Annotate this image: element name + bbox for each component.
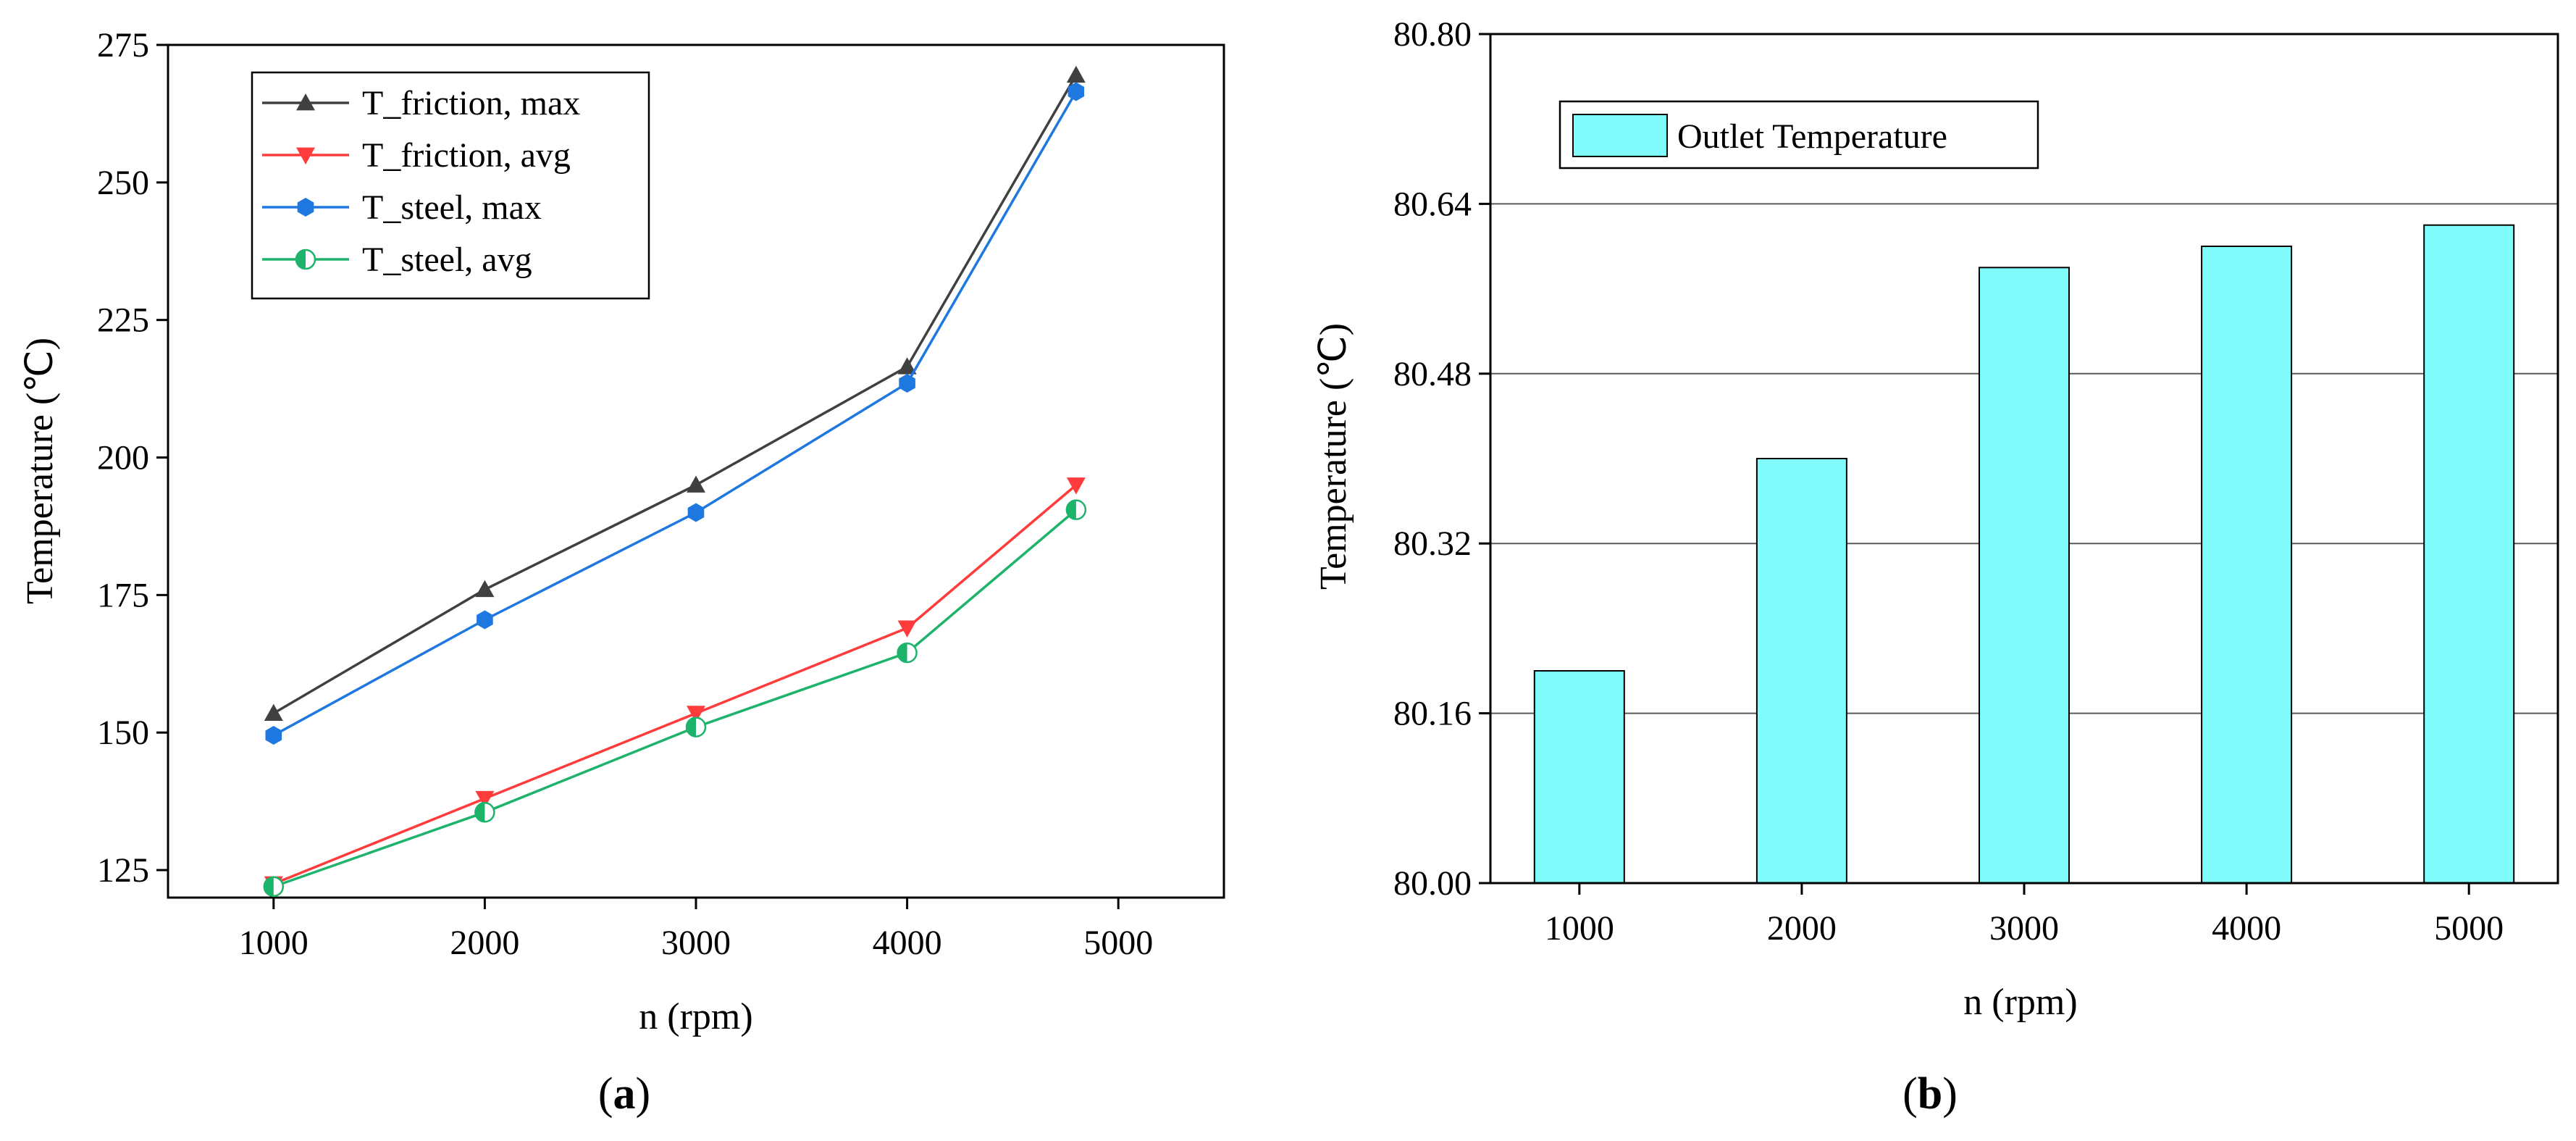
chart-a-legend: T_friction, max T_friction, avg T_steel, m… xyxy=(251,71,650,300)
chart-b-caption-letter: b xyxy=(1918,1069,1942,1119)
chart-a-data-point xyxy=(687,706,705,723)
chart-a-y-tick-label: 125 xyxy=(97,851,149,890)
chart-b-bar-0 xyxy=(1533,670,1625,884)
chart-a-y-tick-label: 275 xyxy=(97,26,149,64)
chart-a-x-tick-label: 3000 xyxy=(661,924,731,962)
chart-a-data-point xyxy=(897,620,917,638)
chart-a-x-ticks: 1000 2000 3000 4000 5000 xyxy=(239,898,1153,962)
chart-b-x-tick-label: 3000 xyxy=(1989,909,2059,948)
chart-b-bars xyxy=(1533,224,2515,884)
chart-a-legend-item-0: T_friction, max xyxy=(262,84,580,122)
chart-a-y-tick-label: 200 xyxy=(97,439,149,477)
chart-a-data-point xyxy=(1067,82,1085,101)
chart-a-legend-item-3: T_steel, avg xyxy=(262,241,532,279)
chart-a-y-ticks: 125 150 175 200 225 250 275 xyxy=(97,26,168,890)
chart-b-legend: Outlet Temperature xyxy=(1558,100,2039,170)
chart-a-y-tick-label: 175 xyxy=(97,576,149,614)
chart-a-data-point xyxy=(897,357,917,375)
chart-a-data-point xyxy=(264,703,283,722)
chart-b-y-tick-label: 80.64 xyxy=(1393,185,1472,223)
chart-b-y-tick-label: 80.80 xyxy=(1393,15,1472,54)
chart-a-series-1 xyxy=(264,477,1086,894)
chart-a-series xyxy=(263,65,1087,898)
chart-a-data-point xyxy=(899,374,915,393)
chart-b-bar-2 xyxy=(1979,267,2070,884)
chart-a-x-axis-label: n (rpm) xyxy=(639,996,752,1037)
chart-b-bar-1 xyxy=(1755,458,1847,884)
chart-a-x-tick-label: 5000 xyxy=(1083,924,1153,962)
chart-b-x-tick-label: 4000 xyxy=(2212,909,2281,948)
chart-b-caption: (b) xyxy=(1902,1069,1958,1119)
chart-a-legend-item-1: T_friction, avg xyxy=(262,136,571,175)
chart-a-series-line xyxy=(273,484,1078,885)
chart-a-x-tick-label: 4000 xyxy=(873,924,942,962)
chart-a-data-point xyxy=(477,610,493,630)
chart-b-x-axis-label: n (rpm) xyxy=(1963,982,2077,1023)
chart-a-data-point xyxy=(687,475,705,493)
chart-a-legend-marker xyxy=(295,248,316,270)
chart-a-x-tick-label: 1000 xyxy=(239,924,309,962)
chart-b-bar: 80.00 80.16 80.32 80.48 80.64 80.80 1000 2000 3… xyxy=(1313,15,2559,1119)
chart-a-legend-label: T_friction, max xyxy=(362,84,580,122)
chart-b-bar-3 xyxy=(2201,246,2293,884)
chart-b-legend-swatch xyxy=(1572,114,1668,157)
chart-a-data-point xyxy=(265,726,282,745)
chart-b-x-tick-label: 1000 xyxy=(1545,909,1614,948)
chart-b-y-tick-label: 80.48 xyxy=(1393,355,1472,393)
chart-a-series-3 xyxy=(263,499,1087,898)
chart-b-y-tick-label: 80.00 xyxy=(1393,864,1472,903)
chart-a-data-point xyxy=(1066,65,1086,83)
chart-b-bar-4 xyxy=(2423,224,2515,884)
chart-b-y-tick-label: 80.32 xyxy=(1393,524,1472,563)
chart-a-legend-label: T_friction, avg xyxy=(362,136,571,175)
chart-a-y-tick-label: 225 xyxy=(97,301,149,340)
chart-a-caption: (a) xyxy=(598,1069,650,1119)
chart-a-data-point xyxy=(475,580,495,598)
chart-b-x-tick-label: 5000 xyxy=(2434,909,2504,948)
chart-a-legend-item-2: T_steel, max xyxy=(262,188,542,227)
chart-a-series-2 xyxy=(265,82,1085,745)
chart-a-caption-letter: a xyxy=(613,1069,636,1119)
chart-a-series-0 xyxy=(264,65,1086,722)
chart-a-y-axis-label: Temperature (℃) xyxy=(20,338,61,604)
chart-b-y-tick-label: 80.16 xyxy=(1393,695,1472,733)
chart-a-x-tick-label: 2000 xyxy=(450,924,519,962)
chart-a-y-tick-label: 150 xyxy=(97,714,149,752)
chart-a-line: 125 150 175 200 225 250 275 1000 2000 3000 4000 50… xyxy=(20,26,1225,1119)
chart-a-legend-label: T_steel, avg xyxy=(362,241,532,279)
chart-b-x-tick-label: 2000 xyxy=(1767,909,1837,948)
chart-a-data-point xyxy=(263,876,285,898)
chart-a-data-point xyxy=(1066,477,1086,495)
chart-a-data-point xyxy=(475,790,495,808)
chart-a-legend-label: T_steel, max xyxy=(362,188,542,227)
chart-b-x-ticks: 1000 2000 3000 4000 5000 xyxy=(1545,883,2504,948)
chart-a-data-point xyxy=(474,802,495,823)
chart-a-data-point xyxy=(1065,499,1087,520)
chart-a-legend-marker xyxy=(296,93,315,111)
chart-b-legend-label: Outlet Temperature xyxy=(1677,117,1947,156)
chart-a-y-tick-label: 250 xyxy=(97,164,149,202)
chart-a-legend-marker xyxy=(296,147,315,164)
chart-a-data-point xyxy=(685,716,707,737)
chart-a-series-line xyxy=(273,509,1078,888)
chart-a-legend-marker xyxy=(297,198,314,217)
chart-a-data-point xyxy=(897,642,918,664)
chart-a-legend-box xyxy=(251,71,650,300)
chart-b-y-ticks: 80.00 80.16 80.32 80.48 80.64 80.80 xyxy=(1393,15,1490,903)
chart-a-data-point xyxy=(687,503,705,522)
chart-b-y-axis-label: Temperature (℃) xyxy=(1313,323,1354,590)
